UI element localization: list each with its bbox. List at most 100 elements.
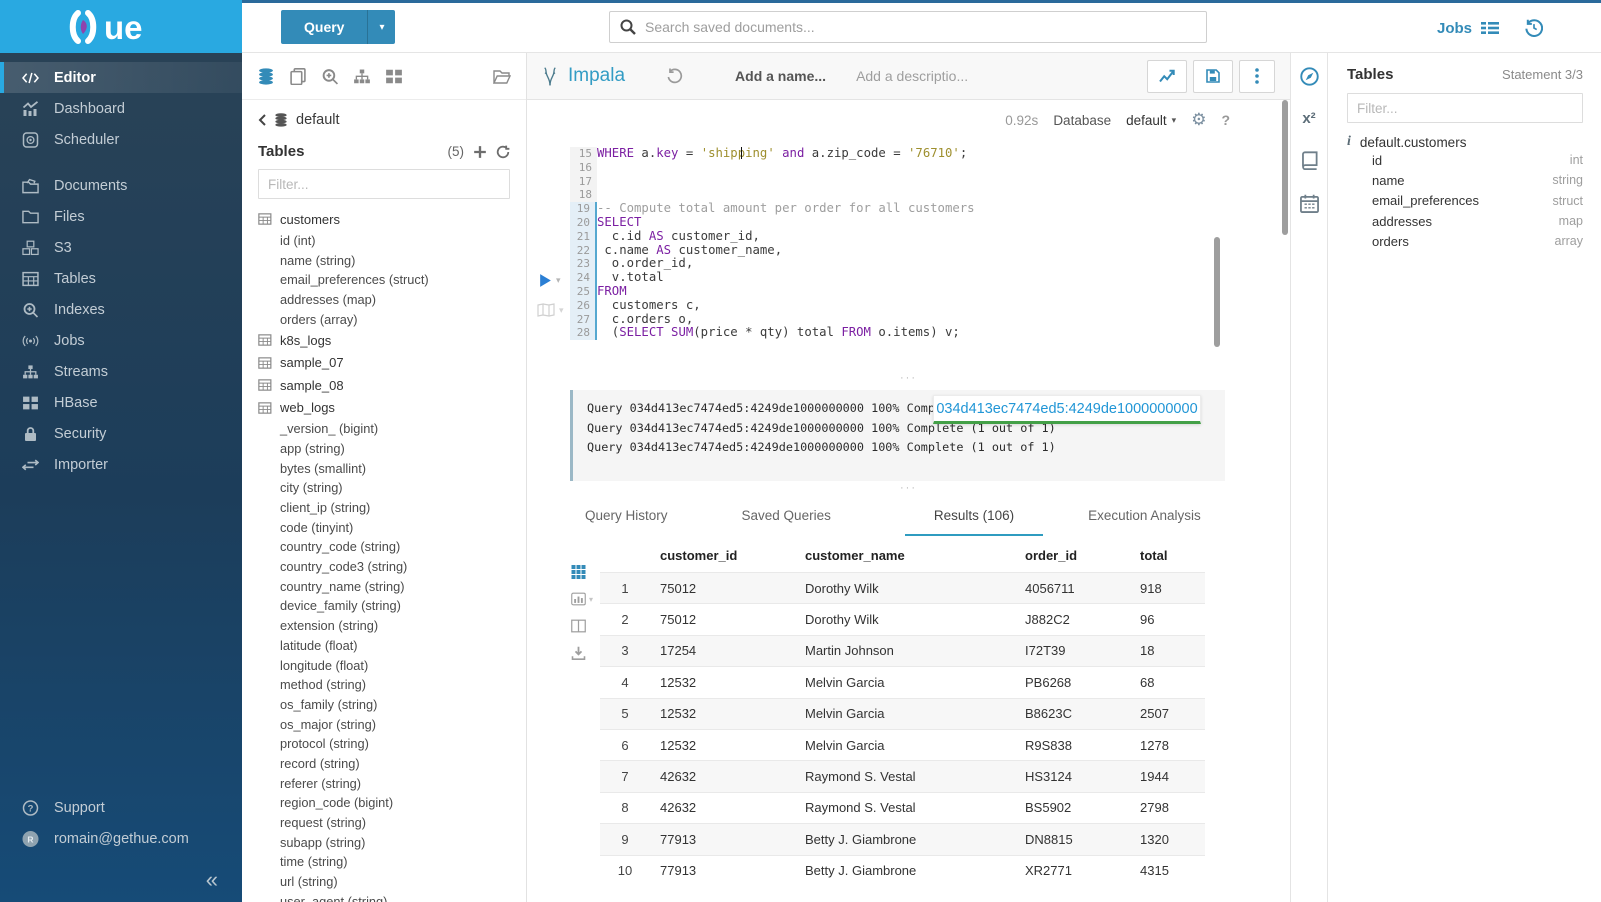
tab-query-history[interactable]: Query History [585, 508, 668, 523]
code-line[interactable] [597, 161, 1290, 175]
sidebar-item-dashboard[interactable]: Dashboard [0, 93, 242, 124]
table-row[interactable]: 8 42632 Raymond S. Vestal BS5902 2798 [600, 791, 1205, 824]
document-search[interactable] [609, 11, 1207, 43]
help-icon[interactable]: ? [1221, 112, 1230, 128]
sidebar-item-support[interactable]: ? Support [0, 792, 242, 823]
table-entry[interactable]: k8s_logs [258, 329, 510, 352]
query-id-popup[interactable]: 034d413ec7474ed5:4249de1000000000 [933, 395, 1201, 424]
splitter-handle-bottom[interactable]: ··· [900, 482, 917, 494]
assist-documents-icon[interactable] [289, 67, 307, 85]
code-line[interactable]: v.total [597, 270, 664, 285]
refresh-icon[interactable] [496, 145, 510, 159]
column-entry[interactable]: user_agent (string) [280, 893, 388, 902]
main-scrollbar[interactable] [1282, 100, 1288, 235]
code-lines[interactable]: WHERE a.key = 'shipping' and a.zip_code … [597, 146, 1290, 346]
column-entry[interactable]: subapp (string) [280, 834, 366, 850]
column-entry[interactable]: referer (string) [280, 775, 362, 791]
info-icon[interactable]: i [1347, 134, 1351, 149]
column-entry[interactable]: os_family (string) [280, 696, 378, 712]
column-entry[interactable]: country_code3 (string) [280, 559, 408, 575]
engine-selector[interactable]: Impala [542, 65, 625, 87]
query-button-label[interactable]: Query [281, 10, 368, 44]
sidebar-item-tables[interactable]: Tables [0, 263, 242, 294]
column-entry[interactable]: country_code (string) [280, 539, 401, 555]
assistant-compass-icon[interactable] [1299, 67, 1319, 86]
column-entry[interactable]: id int [1347, 150, 1583, 170]
settings-gear-icon[interactable]: ⚙ [1191, 110, 1207, 129]
right-filter-input[interactable] [1347, 93, 1583, 123]
column-entry[interactable]: city (string) [280, 480, 343, 496]
column-entry[interactable]: app (string) [280, 440, 345, 456]
column-entry[interactable]: code (tinyint) [280, 519, 354, 535]
column-entry[interactable]: country_name (string) [280, 578, 405, 594]
execute-button[interactable]: ▾ [539, 273, 561, 288]
sidebar-item-scheduler[interactable]: Scheduler [0, 124, 242, 155]
sidebar-item-hbase[interactable]: HBase [0, 387, 242, 418]
assist-workflow-icon[interactable] [353, 68, 371, 85]
sidebar-item-files[interactable]: Files [0, 201, 242, 232]
code-line[interactable]: SELECT [597, 214, 642, 229]
database-dropdown[interactable]: default ▾ [1126, 112, 1177, 128]
code-editor[interactable]: 15 16 17 18 19 20 21 22 23 24 25 26 27 28 WHERE a.key… [527, 140, 1290, 346]
column-entry[interactable]: longitude (float) [280, 657, 369, 673]
column-header[interactable] [600, 539, 650, 573]
assist-folder-icon[interactable] [493, 68, 511, 85]
database-name[interactable]: default [296, 112, 340, 128]
sidebar-item-importer[interactable]: Importer [0, 449, 242, 480]
tab-execution-analysis[interactable]: Execution Analysis [1088, 508, 1201, 523]
table-entry[interactable]: sample_08 [258, 374, 510, 397]
column-entry[interactable]: request (string) [280, 815, 367, 831]
column-entry[interactable]: _version_ (bigint) [280, 421, 379, 437]
column-entry[interactable]: time (string) [280, 854, 348, 870]
tab-results-106[interactable]: Results (106) [904, 495, 1044, 536]
column-entry[interactable]: addresses map [1347, 211, 1583, 231]
sidebar-collapse-button[interactable]: « [0, 858, 242, 902]
sidebar-item-editor[interactable]: Editor [0, 62, 242, 93]
search-input[interactable] [645, 19, 1196, 35]
code-line[interactable]: FROM [597, 283, 627, 298]
editor-scrollbar[interactable] [1214, 237, 1220, 347]
column-entry[interactable]: bytes (smallint) [280, 460, 367, 476]
sidebar-item-s3[interactable]: S3 [0, 232, 242, 263]
schedule-calendar-icon[interactable] [1299, 194, 1319, 213]
code-line[interactable]: o.order_id, [597, 256, 694, 271]
column-entry[interactable]: extension (string) [280, 618, 379, 634]
query-id-link[interactable]: 034d413ec7474ed5:4249de1000000000 [936, 400, 1198, 417]
language-reference-icon[interactable] [1300, 151, 1319, 170]
hue-logo[interactable]: ue [0, 0, 242, 53]
save-button[interactable] [1193, 59, 1233, 93]
column-entry[interactable]: id (int) [280, 232, 316, 248]
code-line[interactable]: -- Compute total amount per order for al… [597, 201, 975, 216]
database-breadcrumb[interactable]: default [258, 112, 510, 128]
chart-button[interactable] [1147, 59, 1187, 93]
column-entry[interactable]: latitude (float) [280, 637, 358, 653]
table-row[interactable]: 5 12532 Melvin Garcia B8623C 2507 [600, 697, 1205, 730]
table-row[interactable]: 10 77913 Betty J. Giambrone XR2771 4315 [600, 854, 1205, 887]
table-entry[interactable]: customers [258, 208, 510, 231]
assist-search-icon[interactable] [321, 68, 339, 85]
code-line[interactable]: WHERE a.key = 'shipping' and a.zip_code … [597, 146, 968, 160]
table-entry[interactable]: web_logs [258, 396, 510, 419]
code-line[interactable]: c.name AS customer_name, [597, 242, 783, 257]
column-entry[interactable]: name string [1347, 170, 1583, 190]
assist-databases-icon[interactable] [257, 67, 275, 85]
column-header[interactable]: customer_name [805, 548, 905, 563]
assist-apps-icon[interactable] [385, 68, 403, 85]
column-entry[interactable]: record (string) [280, 755, 360, 771]
query-name-field[interactable]: Add a name... [735, 68, 827, 84]
column-header[interactable]: customer_id [660, 548, 738, 563]
splitter-handle-top[interactable]: ··· [900, 372, 917, 384]
active-table-name[interactable]: default.customers [1359, 134, 1467, 150]
column-header[interactable]: total [1140, 548, 1168, 563]
code-line[interactable]: (SELECT SUM(price * qty) total FROM o.it… [597, 325, 960, 340]
more-options-button[interactable] [1239, 59, 1275, 93]
tables-filter-input[interactable] [258, 169, 510, 199]
tab-saved-queries[interactable]: Saved Queries [741, 508, 831, 523]
column-entry[interactable]: name (string) [280, 252, 356, 268]
sidebar-item-streams[interactable]: Streams [0, 356, 242, 387]
code-line[interactable]: c.orders o, [597, 311, 694, 326]
sidebar-item-documents[interactable]: Documents [0, 170, 242, 201]
sidebar-item-security[interactable]: Security [0, 418, 242, 449]
code-line[interactable] [597, 188, 1290, 202]
table-row[interactable]: 2 75012 Dorothy Wilk J882C2 96 [600, 603, 1205, 636]
